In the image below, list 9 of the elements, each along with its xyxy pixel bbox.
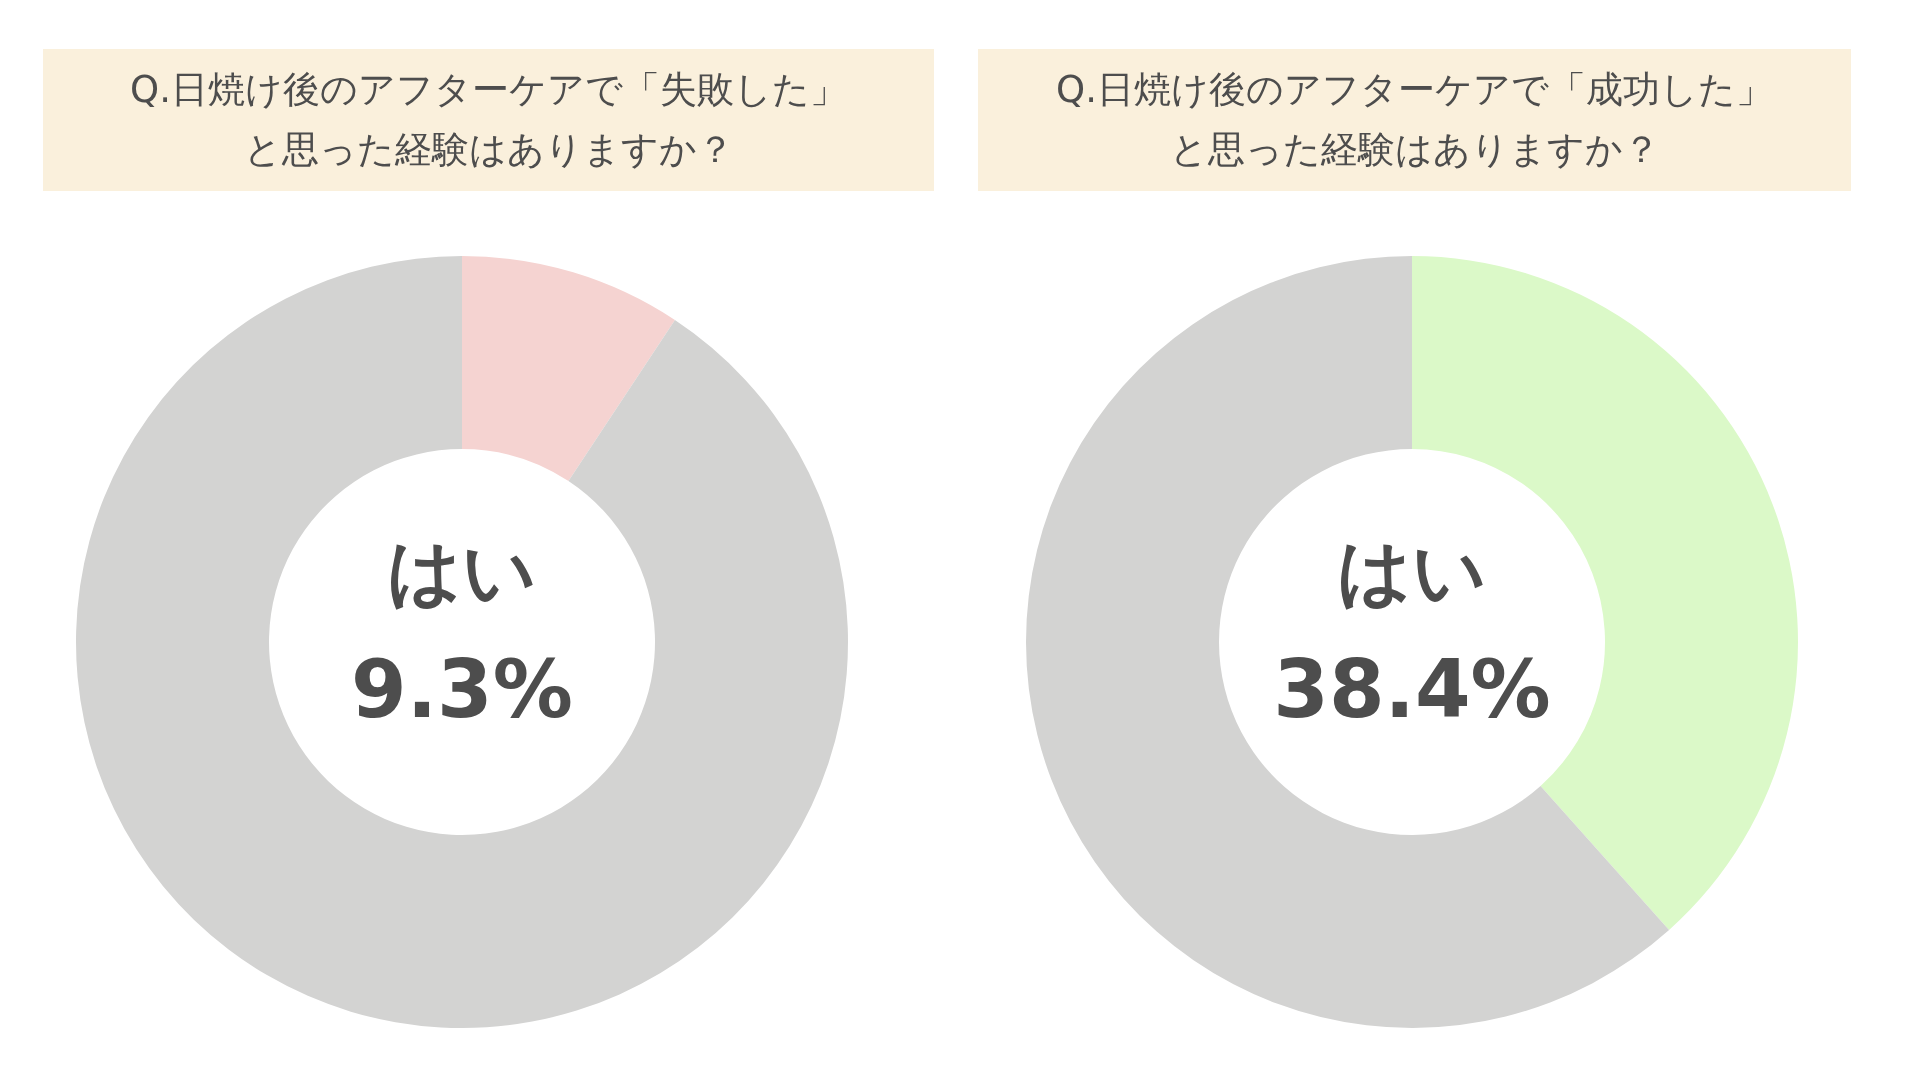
slice-label: はい xyxy=(387,529,537,614)
data-label: 9.3% xyxy=(351,643,573,736)
donut-slice xyxy=(462,256,675,482)
slice-label: はい xyxy=(1337,529,1487,614)
donut-slice xyxy=(76,256,848,1028)
donut-slice xyxy=(1026,256,1670,1028)
chart-title: Q.日焼け後のアフターケアで「成功した」と思った経験はありますか？ xyxy=(1055,67,1774,173)
data-label: 38.4% xyxy=(1273,643,1551,736)
chart-title: Q.日焼け後のアフターケアで「失敗した」と思った経験はありますか？ xyxy=(129,67,848,173)
